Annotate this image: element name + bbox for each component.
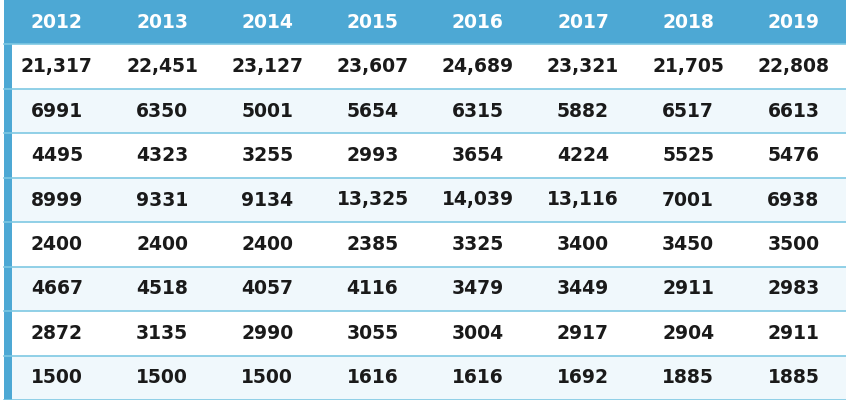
Text: 5525: 5525 [662, 146, 714, 165]
Text: 3135: 3135 [136, 324, 188, 343]
Text: 2014: 2014 [241, 13, 294, 32]
Text: 2019: 2019 [767, 13, 820, 32]
Text: 2016: 2016 [452, 13, 503, 32]
Text: 4057: 4057 [241, 279, 294, 298]
Text: 2400: 2400 [30, 235, 83, 254]
Text: 2013: 2013 [136, 13, 188, 32]
Text: 4495: 4495 [30, 146, 83, 165]
Text: 3325: 3325 [452, 235, 504, 254]
Text: 1885: 1885 [767, 368, 819, 387]
Text: 1616: 1616 [452, 368, 503, 387]
Text: 2015: 2015 [347, 13, 398, 32]
Text: 2904: 2904 [662, 324, 714, 343]
Text: 2911: 2911 [662, 279, 714, 298]
Text: 1500: 1500 [31, 368, 83, 387]
Text: 2917: 2917 [557, 324, 609, 343]
Text: 2017: 2017 [557, 13, 609, 32]
Text: 2993: 2993 [346, 146, 398, 165]
Text: 3055: 3055 [347, 324, 398, 343]
Text: 3450: 3450 [662, 235, 714, 254]
Text: 4518: 4518 [136, 279, 188, 298]
Text: 2983: 2983 [767, 279, 820, 298]
Text: 5654: 5654 [347, 102, 398, 121]
Text: 13,116: 13,116 [547, 190, 618, 210]
Text: 6350: 6350 [136, 102, 188, 121]
Text: 2872: 2872 [30, 324, 83, 343]
Text: 4323: 4323 [136, 146, 188, 165]
Text: 3255: 3255 [241, 146, 294, 165]
Text: 2400: 2400 [136, 235, 188, 254]
Text: 8999: 8999 [30, 190, 83, 210]
Text: 23,607: 23,607 [337, 57, 409, 76]
Text: 23,127: 23,127 [231, 57, 303, 76]
Text: 21,317: 21,317 [21, 57, 93, 76]
Text: 5882: 5882 [557, 102, 609, 121]
Text: 3400: 3400 [557, 235, 609, 254]
Text: 2018: 2018 [662, 13, 714, 32]
Text: 1500: 1500 [241, 368, 294, 387]
Text: 2012: 2012 [31, 13, 83, 32]
Text: 23,321: 23,321 [547, 57, 619, 76]
Text: 9331: 9331 [136, 190, 188, 210]
Text: 22,451: 22,451 [126, 57, 198, 76]
Text: 7001: 7001 [662, 190, 714, 210]
Text: 3654: 3654 [452, 146, 503, 165]
Text: 6938: 6938 [767, 190, 820, 210]
Text: 2385: 2385 [347, 235, 398, 254]
Text: 4667: 4667 [30, 279, 83, 298]
Text: 1692: 1692 [557, 368, 609, 387]
Text: 21,705: 21,705 [652, 57, 724, 76]
Text: 6613: 6613 [767, 102, 820, 121]
Text: 3479: 3479 [452, 279, 504, 298]
Text: 2400: 2400 [241, 235, 294, 254]
Text: 13,325: 13,325 [337, 190, 409, 210]
Text: 2990: 2990 [241, 324, 294, 343]
Text: 22,808: 22,808 [757, 57, 829, 76]
Text: 24,689: 24,689 [442, 57, 514, 76]
Text: 5001: 5001 [241, 102, 294, 121]
Text: 14,039: 14,039 [442, 190, 514, 210]
Text: 1885: 1885 [662, 368, 714, 387]
Text: 6315: 6315 [452, 102, 503, 121]
Text: 4116: 4116 [347, 279, 398, 298]
Text: 3004: 3004 [452, 324, 503, 343]
Text: 3449: 3449 [557, 279, 609, 298]
Text: 1500: 1500 [136, 368, 188, 387]
Text: 6517: 6517 [662, 102, 714, 121]
Text: 6991: 6991 [30, 102, 83, 121]
Text: 4224: 4224 [557, 146, 609, 165]
Text: 3500: 3500 [767, 235, 820, 254]
Text: 9134: 9134 [241, 190, 294, 210]
Text: 5476: 5476 [767, 146, 820, 165]
Text: 1616: 1616 [347, 368, 398, 387]
Text: 2911: 2911 [767, 324, 819, 343]
